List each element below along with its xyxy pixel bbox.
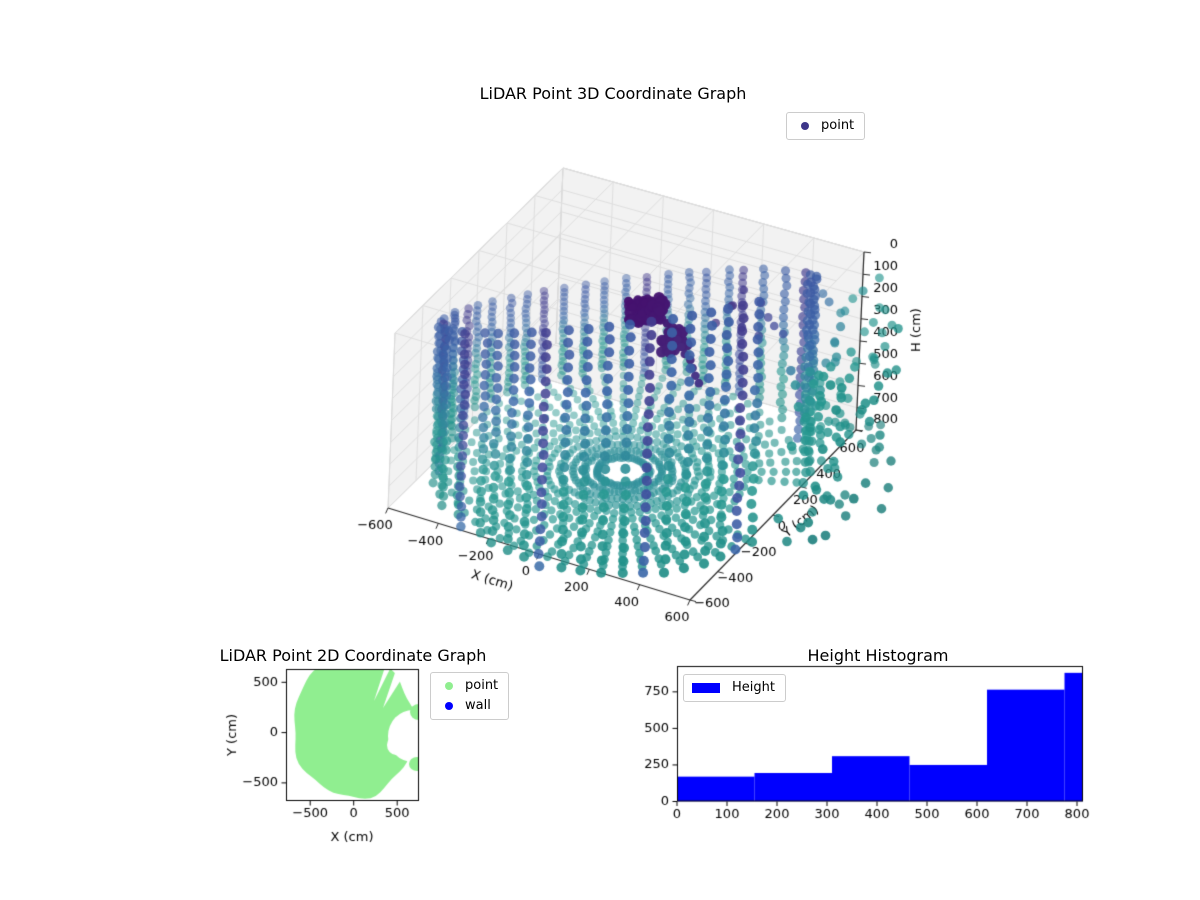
wall-marker-icon <box>445 702 453 710</box>
point-marker-icon <box>801 122 809 130</box>
height-swatch-icon <box>692 683 720 693</box>
legend-item-point: point <box>795 116 854 136</box>
plot3d-legend: point <box>786 112 866 140</box>
plot2d-title: LiDAR Point 2D Coordinate Graph <box>219 646 487 665</box>
legend-item-wall: wall <box>439 696 498 716</box>
legend-label: point <box>821 118 855 133</box>
legend-item-point: point <box>439 676 498 696</box>
legend-label: point <box>465 678 499 693</box>
histogram-title: Height Histogram <box>807 646 949 665</box>
point-marker-icon <box>445 682 453 690</box>
legend-label: Height <box>732 680 775 695</box>
plot3d-title: LiDAR Point 3D Coordinate Graph <box>479 84 747 103</box>
legend-label: wall <box>465 698 491 713</box>
histogram-legend: Height <box>683 674 786 702</box>
plot2d-legend: point wall <box>430 672 510 720</box>
legend-item-height: Height <box>692 678 775 698</box>
